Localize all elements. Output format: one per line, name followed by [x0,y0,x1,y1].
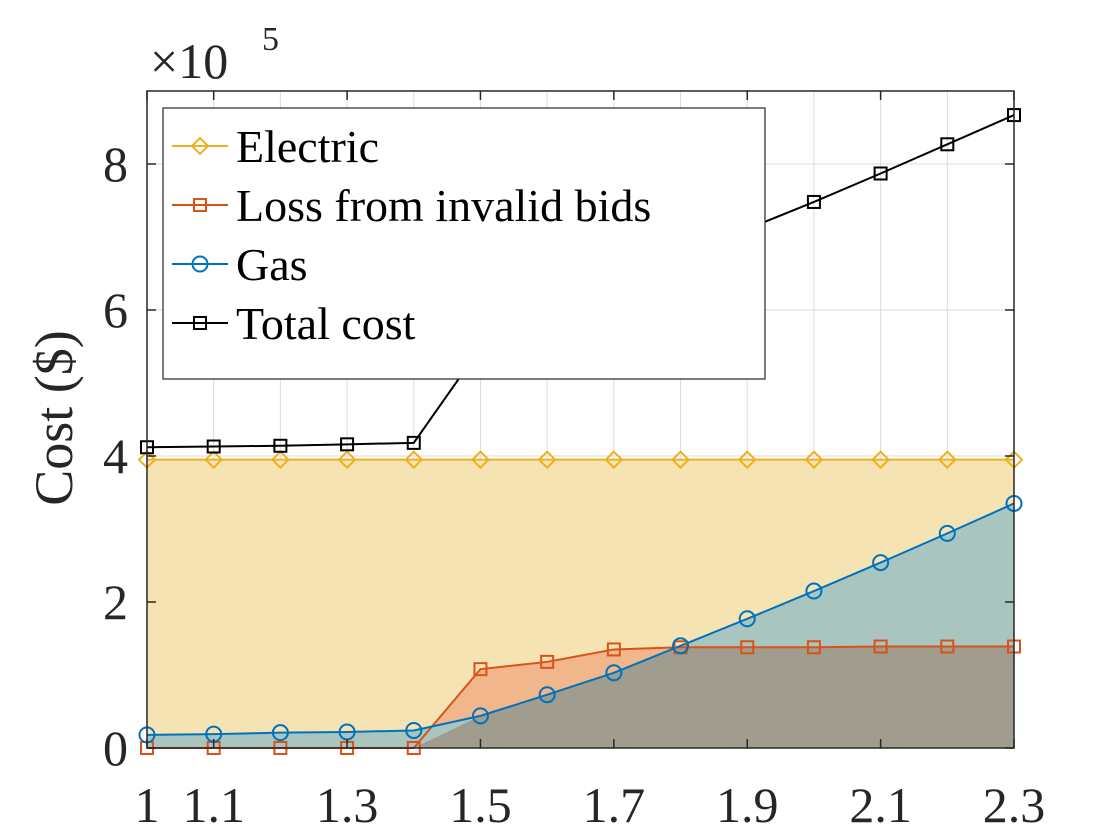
electric-point [804,450,824,470]
gas-point [872,554,890,572]
electric-point [937,450,957,470]
total-cost-point [806,194,821,209]
total-cost-point [940,137,955,152]
gas-point [605,664,623,682]
y-tick-label: 6 [103,282,128,338]
legend-label: Loss from invalid bids [236,180,651,231]
y-tick-label: 4 [103,428,128,484]
x-tick-label: 1.7 [583,777,646,833]
x-tick-label: 1 [135,777,160,833]
y-axis-label: Cost ($) [24,330,84,506]
gas-point [738,610,756,628]
electric-point [337,450,357,470]
total-cost-point [406,435,421,450]
electric-point [204,450,224,470]
loss-from-invalid-bids-point [806,640,821,655]
electric-point [604,450,624,470]
y-scale-power: 5 [262,21,279,58]
legend-label: Electric [236,121,379,172]
legend-marker [193,316,207,330]
electric-point [737,450,757,470]
y-tick-labels: 0 2 4 6 8 [103,136,128,776]
legend-marker [190,136,210,156]
gas-line [146,502,1015,736]
y-scale-times: ×10 [150,33,228,89]
gas-point [672,637,690,655]
legend-item-total-cost: Total cost [172,298,416,349]
loss-from-invalid-bids-point [873,639,888,654]
x-tick-label: 1.5 [449,777,512,833]
total-cost-point [340,437,355,452]
gas-point [271,724,289,742]
loss-from-invalid-bids-point [740,640,755,655]
x-tick-label: 2.1 [849,777,912,833]
electric-point [471,450,490,470]
plot-frame [146,90,1015,749]
electric-point [537,450,557,470]
total-cost-point [206,439,221,454]
x-tick-label: 1.1 [182,777,245,833]
legend-marker [193,198,207,212]
overlap-area [147,646,1014,748]
legend: Electric Loss from invalid bids Gas Total c… [162,107,766,380]
loss-from-invalid-bids-point [540,654,555,669]
loss-from-invalid-bids-point [473,662,488,677]
electric-point [270,450,290,470]
legend-label: Total cost [236,298,416,349]
gas-point [538,686,556,704]
legend-box [162,107,766,380]
x-tick-label: 1.3 [316,777,379,833]
gas-point [805,582,823,600]
gas-point [938,524,956,542]
area-fills [147,459,1014,748]
electric-point [871,450,891,470]
x-tick-labels: 1 1.1 1.3 1.5 1.7 1.9 2.1 2.3 [135,777,1046,833]
legend-label: Gas [236,239,308,290]
x-tick-label: 2.3 [983,777,1046,833]
total-cost-point [873,166,888,181]
y-scale-exponent: ×10 5 [150,21,279,89]
total-cost-point [273,438,288,453]
legend-item-electric: Electric [172,121,379,172]
electric-point [404,450,424,470]
legend-item-loss-from-invalid-bids: Loss from invalid bids [172,180,651,231]
electric-point [671,450,690,470]
gas-point [405,721,423,739]
gas-point [471,707,489,725]
loss-from-invalid-bids-point [606,642,621,657]
y-tick-label: 2 [103,574,128,630]
legend-marker [191,255,209,273]
y-tick-label: 0 [103,720,128,776]
x-tick-label: 1.9 [716,777,779,833]
y-tick-label: 8 [103,136,128,192]
legend-item-gas: Gas [172,239,308,290]
axis-ticks [146,91,1015,749]
loss-from-invalid-bids-point [940,639,955,654]
